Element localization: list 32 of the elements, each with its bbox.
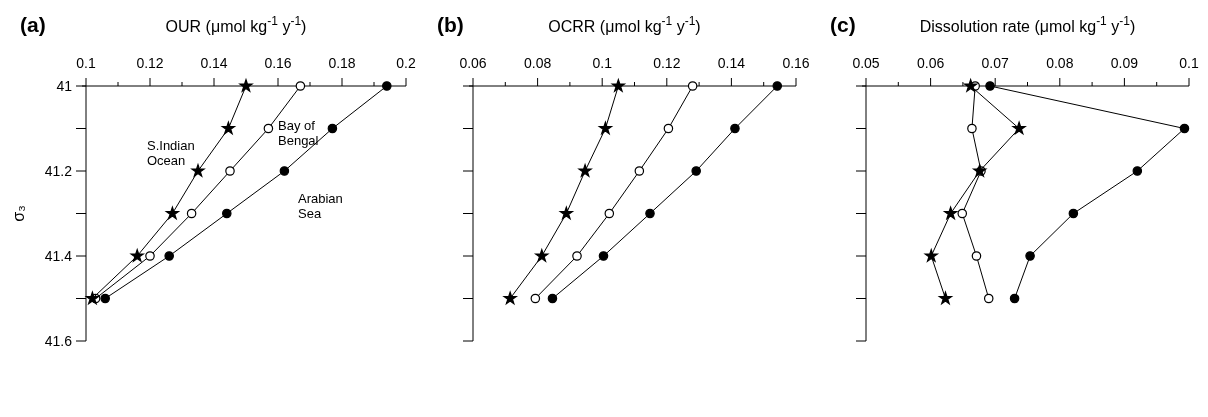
- x-tick-label: 0.16: [782, 55, 810, 71]
- annotation: Arabian Sea: [298, 191, 343, 221]
- x-tick-label: 0.1: [592, 55, 613, 71]
- x-tick-label: 0.12: [136, 55, 164, 71]
- x-tick-label: 0.08: [523, 55, 552, 71]
- annotation: Bay of Bengal: [278, 118, 319, 148]
- x-tick-label: 0.14: [200, 55, 228, 71]
- chart-title: (c): [830, 13, 856, 36]
- x-tick-label: 0.1: [1179, 55, 1199, 71]
- y-axis-title: σ₃: [10, 205, 27, 222]
- x-tick-label: 0.12: [653, 55, 681, 71]
- x-tick-label: 0.08: [1046, 55, 1074, 71]
- x-axis-title: Dissolution rate (μmol kg$^{-1}$ y$^{-1}$): [919, 14, 1136, 35]
- x-tick-label: 0.18: [328, 55, 356, 71]
- x-tick-label: 0.07: [981, 55, 1010, 71]
- chart-title: (b): [437, 13, 464, 36]
- x-tick-label: 0.09: [1110, 55, 1139, 71]
- y-tick-label: 41.6: [44, 333, 73, 349]
- x-tick-label: 0.16: [264, 55, 292, 71]
- chart-title: (a): [20, 13, 46, 36]
- x-tick-label: 0.06: [916, 55, 945, 71]
- x-axis-title: OCRR (μmol kg$^{-1}$ y$^{-1}$): [548, 14, 701, 35]
- x-tick-label: 0.14: [717, 55, 746, 71]
- y-tick-label: 41: [56, 78, 73, 94]
- y-tick-label: 41.4: [44, 248, 73, 264]
- annotation: S.Indian Ocean: [147, 138, 195, 168]
- x-tick-label: 0.06: [459, 55, 487, 71]
- x-tick-label: 0.1: [76, 55, 96, 71]
- x-axis-title: OUR (μmol kg$^{-1}$ y$^{-1}$): [165, 14, 307, 35]
- x-tick-label: 0.05: [852, 55, 880, 71]
- x-tick-label: 0.2: [396, 55, 416, 71]
- y-tick-label: 41.2: [44, 163, 73, 179]
